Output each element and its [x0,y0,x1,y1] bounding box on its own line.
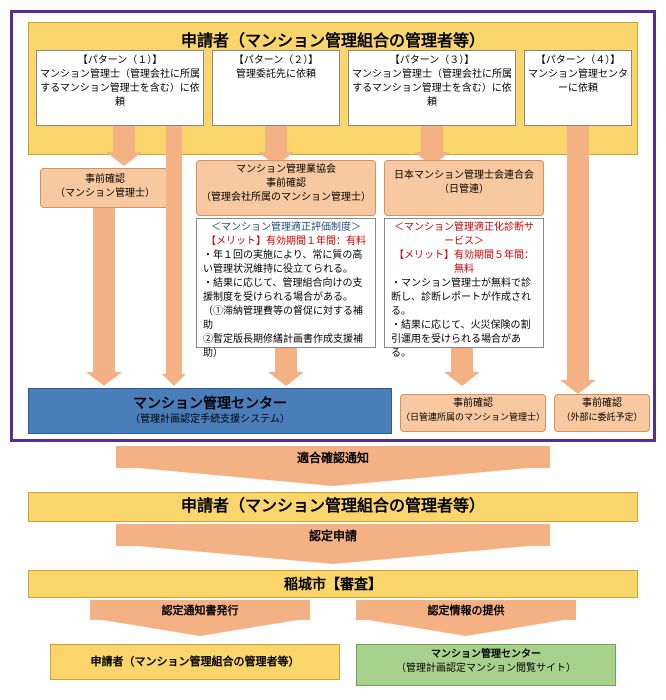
assoc1-title: マンション管理業協会 [197,163,375,177]
pre3-l2: （外部に委託予定） [555,411,649,424]
pattern-4-label: 【パターン（４）】 [528,54,628,68]
assoc1-sub2: （管理会社所属のマンション管理士） [197,191,375,205]
center-2a: マンション管理センター [357,648,615,662]
precheck-1-l1: 事前確認 [41,173,169,187]
arrow-p4 [560,126,596,396]
precheck-1: 事前確認 （マンション管理士） [40,168,170,208]
pre3-l1: 事前確認 [555,397,649,411]
arrow-provide-label: 認定情報の提供 [356,602,576,618]
applicant-title: 申請者（マンション管理組合の管理者等） [29,23,637,51]
center-2: マンション管理センター （管理計画認定マンション閲覧サイト） [356,644,616,686]
merit-1: ＜マンション管理適正評価制度＞ 【メリット】有効期間１年間：有料 ・年１回の実施… [196,218,376,348]
merit1-b2: ・結果に応じて、管理組合向けの支援制度を受けられる場合がある。 [203,277,369,305]
diagram-root: 申請者（マンション管理組合の管理者等） 【パターン（１）】 マンション管理士（管… [0,0,666,700]
merit1-merit: 【メリット】有効期間１年間：有料 [203,235,369,249]
arrow-notice: 適合確認通知 [116,446,550,488]
pre2-l1: 事前確認 [401,397,545,411]
merit1-title: ＜マンション管理適正評価制度＞ [203,221,369,235]
pattern-4-desc: マンション管理センターに依頼 [528,68,628,96]
arrow-issue: 認定通知書発行 [90,600,310,640]
city-label: 稲城市【審査】 [284,576,382,592]
precheck-3: 事前確認 （外部に委託予定） [554,394,650,432]
pattern-2-label: 【パターン（２）】 [216,54,336,68]
arrow-issue-label: 認定通知書発行 [90,602,310,618]
arrow-pre1 [86,208,122,388]
merit2-merit: 【メリット】有効期間５年間：無料 [391,249,537,277]
city-review: 稲城市【審査】 [28,570,638,598]
arrow-p1b [160,126,188,388]
pattern-1: 【パターン（１）】 マンション管理士（管理会社に所属するマンション管理士を含む）… [36,50,204,126]
assoc1: マンション管理業協会 事前確認 （管理会社所属のマンション管理士） [196,160,376,216]
pattern-4: 【パターン（４）】 マンション管理センターに依頼 [524,50,632,126]
applicant-3: 申請者（マンション管理組合の管理者等） [50,644,340,680]
assoc2-title: 日本マンション管理士会連合会 [385,169,543,183]
assoc1-sub1: 事前確認 [197,177,375,191]
center-2b: （管理計画認定マンション閲覧サイト） [357,662,615,676]
center-l2: （管理計画認定手続支援システム） [29,413,391,427]
arrow-apply: 認定申請 [116,524,550,566]
pattern-3-desc: マンション管理士（管理会社に所属するマンション管理士を含む）に依頼 [352,68,512,110]
applicant-3-label: 申請者（マンション管理組合の管理者等） [91,656,300,668]
center-l1: マンション管理センター [29,393,391,413]
arrow-notice-label: 適合確認通知 [116,449,550,466]
merit1-b1: ・年１回の実施により、常に質の高い管理状況維持に役立てられる。 [203,249,369,277]
merit1-b3: （①滞納管理費等の督促に対する補助 [203,305,369,333]
merit2-b1: ・マンション管理士が無料で診断し、診断レポートが作成される。 [391,277,537,319]
arrow-m2 [444,348,480,388]
arrow-apply-label: 認定申請 [116,527,550,544]
merit2-title: ＜マンション管理適正化診断サービス＞ [391,221,537,249]
pre2-l2: （日管連所属のマンション管理士） [401,411,545,424]
applicant-2: 申請者（マンション管理組合の管理者等） [28,492,638,522]
arrow-m1 [268,348,304,388]
pattern-2: 【パターン（２）】 管理委託先に依頼 [212,50,340,126]
precheck-2: 事前確認 （日管連所属のマンション管理士） [400,394,546,432]
pattern-1-label: 【パターン（１）】 [40,54,200,68]
pattern-2-desc: 管理委託先に依頼 [216,68,336,82]
applicant-2-label: 申請者（マンション管理組合の管理者等） [181,498,485,515]
pattern-1-desc: マンション管理士（管理会社に所属するマンション管理士を含む）に依頼 [40,68,200,110]
pattern-3-label: 【パターン（３）】 [352,54,512,68]
arrow-provide: 認定情報の提供 [356,600,576,640]
merit-2: ＜マンション管理適正化診断サービス＞ 【メリット】有効期間５年間：無料 ・マンシ… [384,218,544,348]
assoc2: 日本マンション管理士会連合会 （日管連） [384,160,544,216]
precheck-1-l2: （マンション管理士） [41,187,169,201]
management-center: マンション管理センター （管理計画認定手続支援システム） [28,388,392,434]
assoc2-sub: （日管連） [385,183,543,197]
arrow-p1 [106,126,142,166]
pattern-3: 【パターン（３）】 マンション管理士（管理会社に所属するマンション管理士を含む）… [348,50,516,126]
